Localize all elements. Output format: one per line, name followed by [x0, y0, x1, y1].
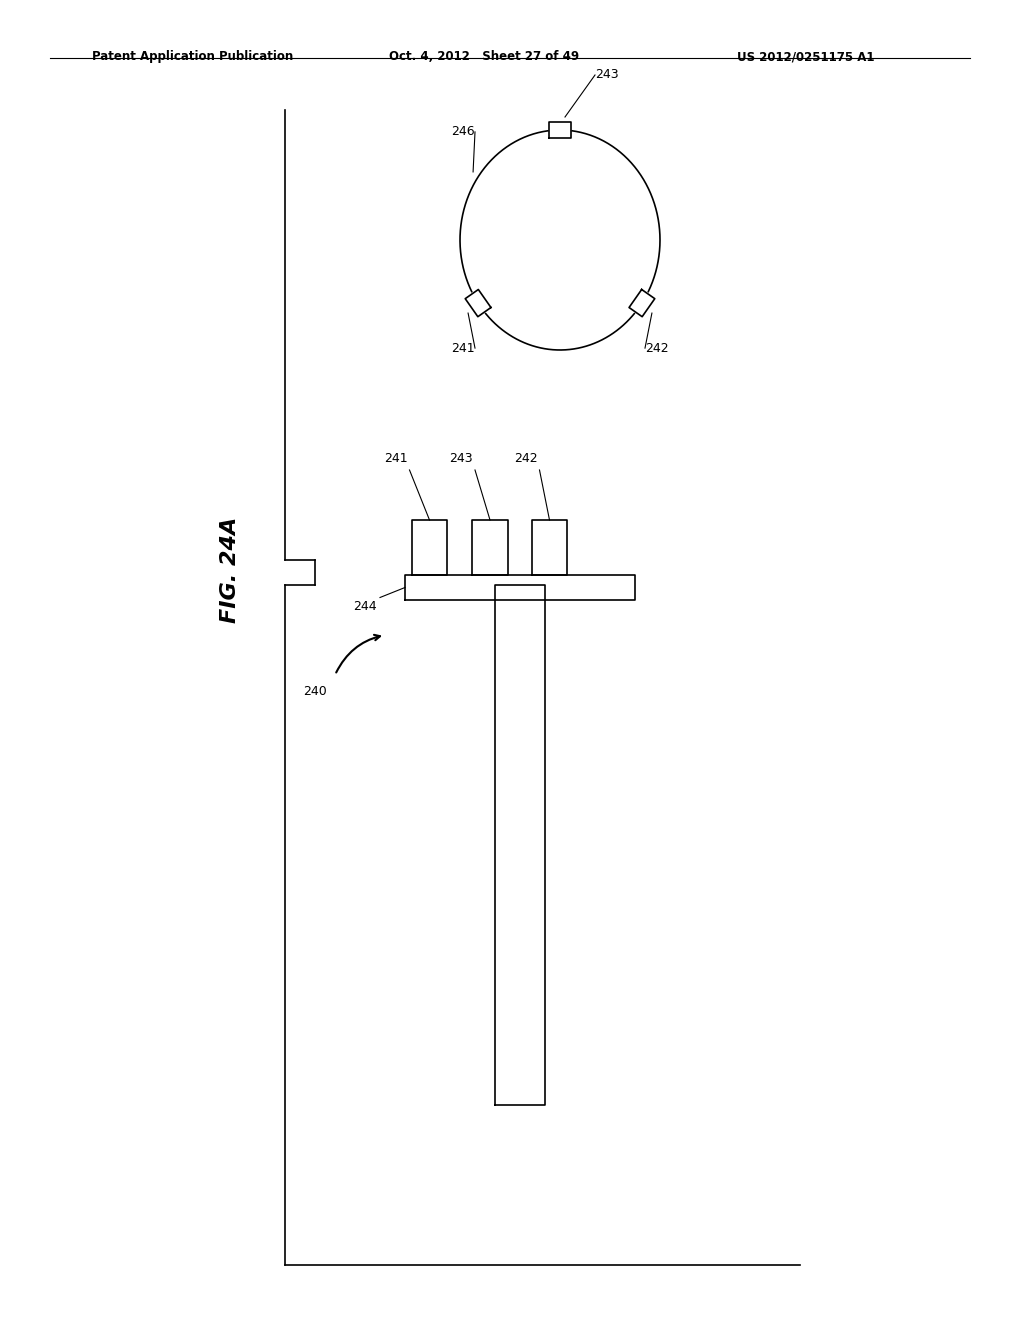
Text: 246: 246 [452, 125, 475, 139]
Text: FIG. 24A: FIG. 24A [220, 517, 240, 623]
Text: Oct. 4, 2012   Sheet 27 of 49: Oct. 4, 2012 Sheet 27 of 49 [389, 50, 580, 63]
Text: 240: 240 [303, 685, 327, 698]
Text: 243: 243 [450, 451, 473, 465]
Text: 242: 242 [514, 451, 538, 465]
Text: 243: 243 [595, 69, 618, 82]
Text: 241: 241 [384, 451, 408, 465]
Text: 241: 241 [452, 342, 475, 355]
Text: US 2012/0251175 A1: US 2012/0251175 A1 [737, 50, 874, 63]
Text: Patent Application Publication: Patent Application Publication [92, 50, 294, 63]
Text: 242: 242 [645, 342, 669, 355]
Text: 244: 244 [353, 599, 377, 612]
